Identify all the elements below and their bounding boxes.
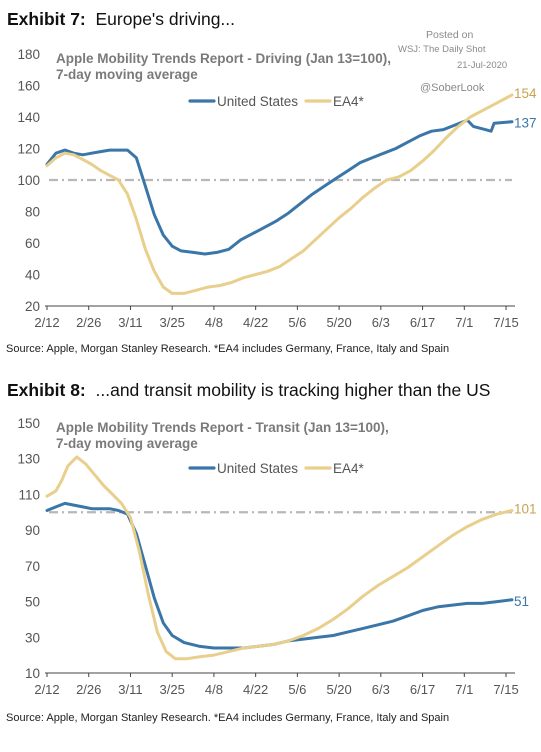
end-value-label-united-states: 51 [514, 594, 529, 609]
y-tick-label: 50 [25, 595, 40, 610]
y-tick-label: 130 [17, 452, 40, 467]
chart-title: Apple Mobility Trends Report - Transit (… [56, 420, 389, 435]
exhibit-7-number: Exhibit 7: [7, 9, 86, 29]
y-tick-label: 10 [25, 666, 40, 681]
x-tick-label: 4/8 [205, 682, 223, 697]
y-tick-label: 60 [25, 236, 40, 251]
chart-subtitle: 7-day moving average [56, 436, 198, 451]
x-tick-label: 6/3 [372, 682, 390, 697]
x-tick-label: 4/22 [243, 682, 268, 697]
exhibit-7-title: Exhibit 7: Europe's driving... [7, 9, 235, 30]
watermark-posted-on: Posted on [426, 29, 474, 41]
legend-label-ea4: EA4* [333, 94, 365, 109]
x-tick-label: 3/25 [160, 682, 185, 697]
x-tick-label: 7/1 [455, 682, 473, 697]
x-tick-label: 5/20 [326, 682, 351, 697]
x-tick-label: 7/15 [493, 315, 518, 330]
x-tick-label: 7/1 [455, 315, 473, 330]
series-line-ea4 [45, 455, 514, 661]
y-tick-label: 30 [25, 630, 40, 645]
y-tick-label: 120 [17, 142, 40, 157]
series-line-united-states [45, 501, 514, 650]
legend-label-united-states: United States [217, 461, 298, 476]
x-tick-label: 6/17 [410, 315, 435, 330]
chart-title: Apple Mobility Trends Report - Driving (… [56, 51, 391, 66]
x-tick-label: 6/3 [372, 315, 390, 330]
x-tick-label: 7/15 [493, 682, 518, 697]
x-tick-label: 2/26 [76, 315, 101, 330]
y-tick-label: 90 [25, 523, 40, 538]
y-tick-label: 180 [17, 47, 40, 62]
x-tick-label: 5/6 [288, 315, 306, 330]
x-tick-label: 5/20 [326, 315, 351, 330]
exhibit-8-source: Source: Apple, Morgan Stanley Research. … [6, 712, 450, 724]
x-tick-label: 6/17 [410, 682, 435, 697]
transit-chart: 10 30 50 70 90 110 130 150 2/12 2/26 3/11 3/25 4/8 4/… [17, 416, 537, 697]
watermark-handle: @SoberLook [420, 82, 485, 94]
exhibit-8-title: Exhibit 8: ...and transit mobility is tr… [7, 380, 490, 401]
y-tick-label: 150 [17, 416, 40, 431]
x-tick-label: 2/12 [34, 315, 59, 330]
series-line-united-states [45, 118, 514, 256]
driving-chart: 20 40 60 80 100 120 140 160 180 2/12 2/26 3/11 3/25 4… [17, 47, 537, 330]
y-tick-label: 70 [25, 559, 40, 574]
x-tick-label: 3/25 [160, 315, 185, 330]
y-tick-label: 140 [17, 110, 40, 125]
exhibit-7-source: Source: Apple, Morgan Stanley Research. … [6, 343, 450, 355]
y-tick-label: 40 [25, 268, 40, 283]
end-value-label-ea4: 154 [514, 86, 537, 101]
series-line-ea4 [45, 93, 514, 295]
y-tick-label: 20 [25, 299, 40, 314]
legend-label-united-states: United States [217, 94, 298, 109]
end-value-label-united-states: 137 [514, 116, 537, 131]
watermark-source: WSJ: The Daily Shot [398, 44, 486, 55]
x-tick-label: 2/12 [34, 682, 59, 697]
watermark-date: 21-Jul-2020 [457, 60, 508, 71]
y-tick-label: 80 [25, 205, 40, 220]
x-tick-label: 2/26 [76, 682, 101, 697]
end-value-label-ea4: 101 [514, 502, 537, 517]
legend-label-ea4: EA4* [333, 461, 365, 476]
x-tick-label: 5/6 [288, 682, 306, 697]
y-tick-label: 160 [17, 79, 40, 94]
y-tick-label: 110 [18, 487, 40, 502]
x-tick-label: 4/22 [243, 315, 268, 330]
x-tick-label: 3/11 [118, 315, 142, 330]
exhibit-7-caption: Europe's driving... [95, 9, 236, 29]
exhibit-8-caption: ...and transit mobility is tracking high… [95, 380, 491, 400]
y-tick-label: 100 [17, 173, 40, 188]
x-tick-label: 3/11 [118, 682, 142, 697]
x-tick-label: 4/8 [205, 315, 223, 330]
exhibit-8-number: Exhibit 8: [7, 380, 86, 400]
chart-subtitle: 7-day moving average [56, 67, 198, 82]
